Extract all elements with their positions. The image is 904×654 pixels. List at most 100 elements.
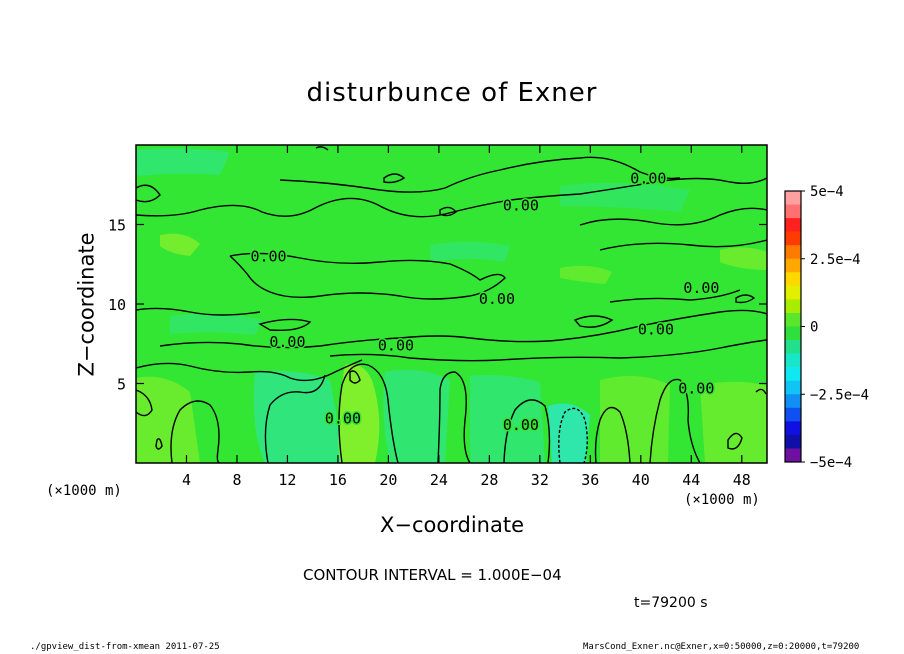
colorbar-segment — [785, 434, 801, 449]
colorbar-segment — [785, 299, 801, 314]
x-tick-label: 16 — [329, 471, 347, 489]
contour-line — [338, 363, 399, 463]
colorbar: 5e−4 2.5e−4 0 −2.5e−4 −5e−4 — [784, 184, 869, 471]
contour-line — [136, 389, 153, 417]
field-low-region — [383, 369, 450, 463]
x-tick-label: 48 — [733, 471, 751, 489]
contour-line — [558, 407, 588, 463]
contour-label: 0.00 — [269, 333, 305, 351]
contour-label: 0.00 — [250, 247, 286, 265]
field-low-region — [430, 241, 510, 262]
x-tick-label: 40 — [632, 471, 650, 489]
x-axis-label: X−coordinate — [380, 513, 524, 537]
contour-line — [329, 339, 767, 362]
contour-line — [229, 252, 506, 300]
contour-field — [136, 145, 767, 463]
contour-line — [155, 438, 163, 450]
field-high-region — [338, 364, 380, 463]
contour-line — [136, 184, 161, 203]
contour-line — [727, 432, 743, 450]
contour-label: 0.00 — [503, 196, 539, 214]
contour-line — [136, 177, 767, 218]
field-low-region — [253, 371, 345, 463]
x-tick-label: 44 — [682, 471, 700, 489]
x-tick-label: 24 — [430, 471, 448, 489]
field-low-region — [470, 374, 545, 463]
field-low-region — [136, 148, 230, 176]
x-tick-label: 4 — [182, 471, 191, 489]
time-label: t=79200 s — [634, 595, 708, 611]
y-tick-label: 5 — [117, 376, 126, 394]
contour-line — [349, 370, 361, 384]
colorbar-segment — [785, 394, 801, 409]
contour-label: 0.00 — [630, 169, 666, 187]
colorbar-tick-label: 0 — [810, 320, 818, 336]
field-high-region — [560, 265, 612, 284]
colorbar-segment — [785, 204, 801, 219]
contour-label: 0.00 — [325, 409, 361, 427]
colorbar-segment — [785, 340, 801, 354]
contour-label: 0.00 — [638, 320, 674, 338]
footer-left: ./gpview_dist-from-xmean 2011-07-25 — [30, 642, 220, 652]
x-tick-label: 8 — [232, 471, 241, 489]
contour-line — [136, 307, 261, 316]
x-tick-label: 36 — [581, 471, 599, 489]
contour-line — [315, 146, 329, 151]
contour-label: 0.00 — [479, 290, 515, 308]
contour-line — [258, 318, 312, 332]
y-tick-label: 15 — [108, 217, 126, 235]
contour-line — [609, 289, 741, 303]
contour-line — [279, 156, 681, 193]
colorbar-segment — [785, 326, 801, 341]
field-high-region — [600, 376, 670, 463]
contour-labels: 0.00 0.00 0.00 0.00 0.00 0.00 0.00 0.00 0.00 0.00… — [249, 168, 721, 435]
x-tick-label: 28 — [480, 471, 498, 489]
contour-line — [755, 388, 767, 395]
contour-line — [573, 315, 614, 328]
contour-line — [594, 406, 631, 463]
colorbar-tick-label: 5e−4 — [810, 184, 844, 200]
contour-line — [159, 309, 767, 349]
colorbar-segment — [785, 218, 801, 232]
contour-line — [579, 207, 767, 226]
contour-lines — [136, 146, 767, 463]
x-tick-label: 20 — [379, 471, 397, 489]
colorbar-segment — [785, 421, 801, 436]
field-low-region — [170, 313, 262, 335]
contour-label: 0.00 — [683, 279, 719, 297]
contour-line — [170, 400, 221, 463]
contour-line — [437, 371, 471, 463]
colorbar-tick-label: 2.5e−4 — [810, 252, 861, 268]
colorbar-segment — [785, 448, 801, 463]
contour-label: 0.00 — [503, 416, 539, 434]
field-high-region — [720, 247, 767, 270]
contour-line — [599, 239, 767, 251]
contour-line — [264, 374, 326, 463]
contour-line — [649, 378, 701, 463]
colorbar-segment — [785, 231, 801, 246]
chart-title: disturbunce of Exner — [306, 78, 598, 108]
colorbar-segment — [785, 367, 801, 381]
colorbar-segment — [785, 191, 801, 205]
y-axis-label: Z−coordinate — [74, 232, 99, 377]
x-unit-right: (×1000 m) — [684, 492, 760, 508]
colorbar-segment — [785, 285, 801, 300]
colorbar-segment — [785, 312, 801, 327]
x-unit-left: (×1000 m) — [46, 483, 122, 499]
contour-label: 0.00 — [678, 379, 714, 397]
colorbar-segment — [785, 258, 801, 273]
y-tick-label: 10 — [108, 296, 126, 314]
colorbar-segment — [785, 272, 801, 287]
field-low-region — [548, 403, 590, 463]
colorbar-segment — [785, 407, 801, 422]
contour-line — [439, 206, 457, 217]
contour-line — [503, 399, 551, 463]
x-tick-label: 12 — [278, 471, 296, 489]
contour-line — [136, 359, 363, 382]
contour-line — [383, 173, 406, 184]
field-high-region — [160, 233, 200, 256]
contour-interval: CONTOUR INTERVAL = 1.000E−04 — [303, 566, 562, 584]
colorbar-tick-label: −5e−4 — [810, 455, 852, 471]
colorbar-segment — [785, 245, 801, 260]
